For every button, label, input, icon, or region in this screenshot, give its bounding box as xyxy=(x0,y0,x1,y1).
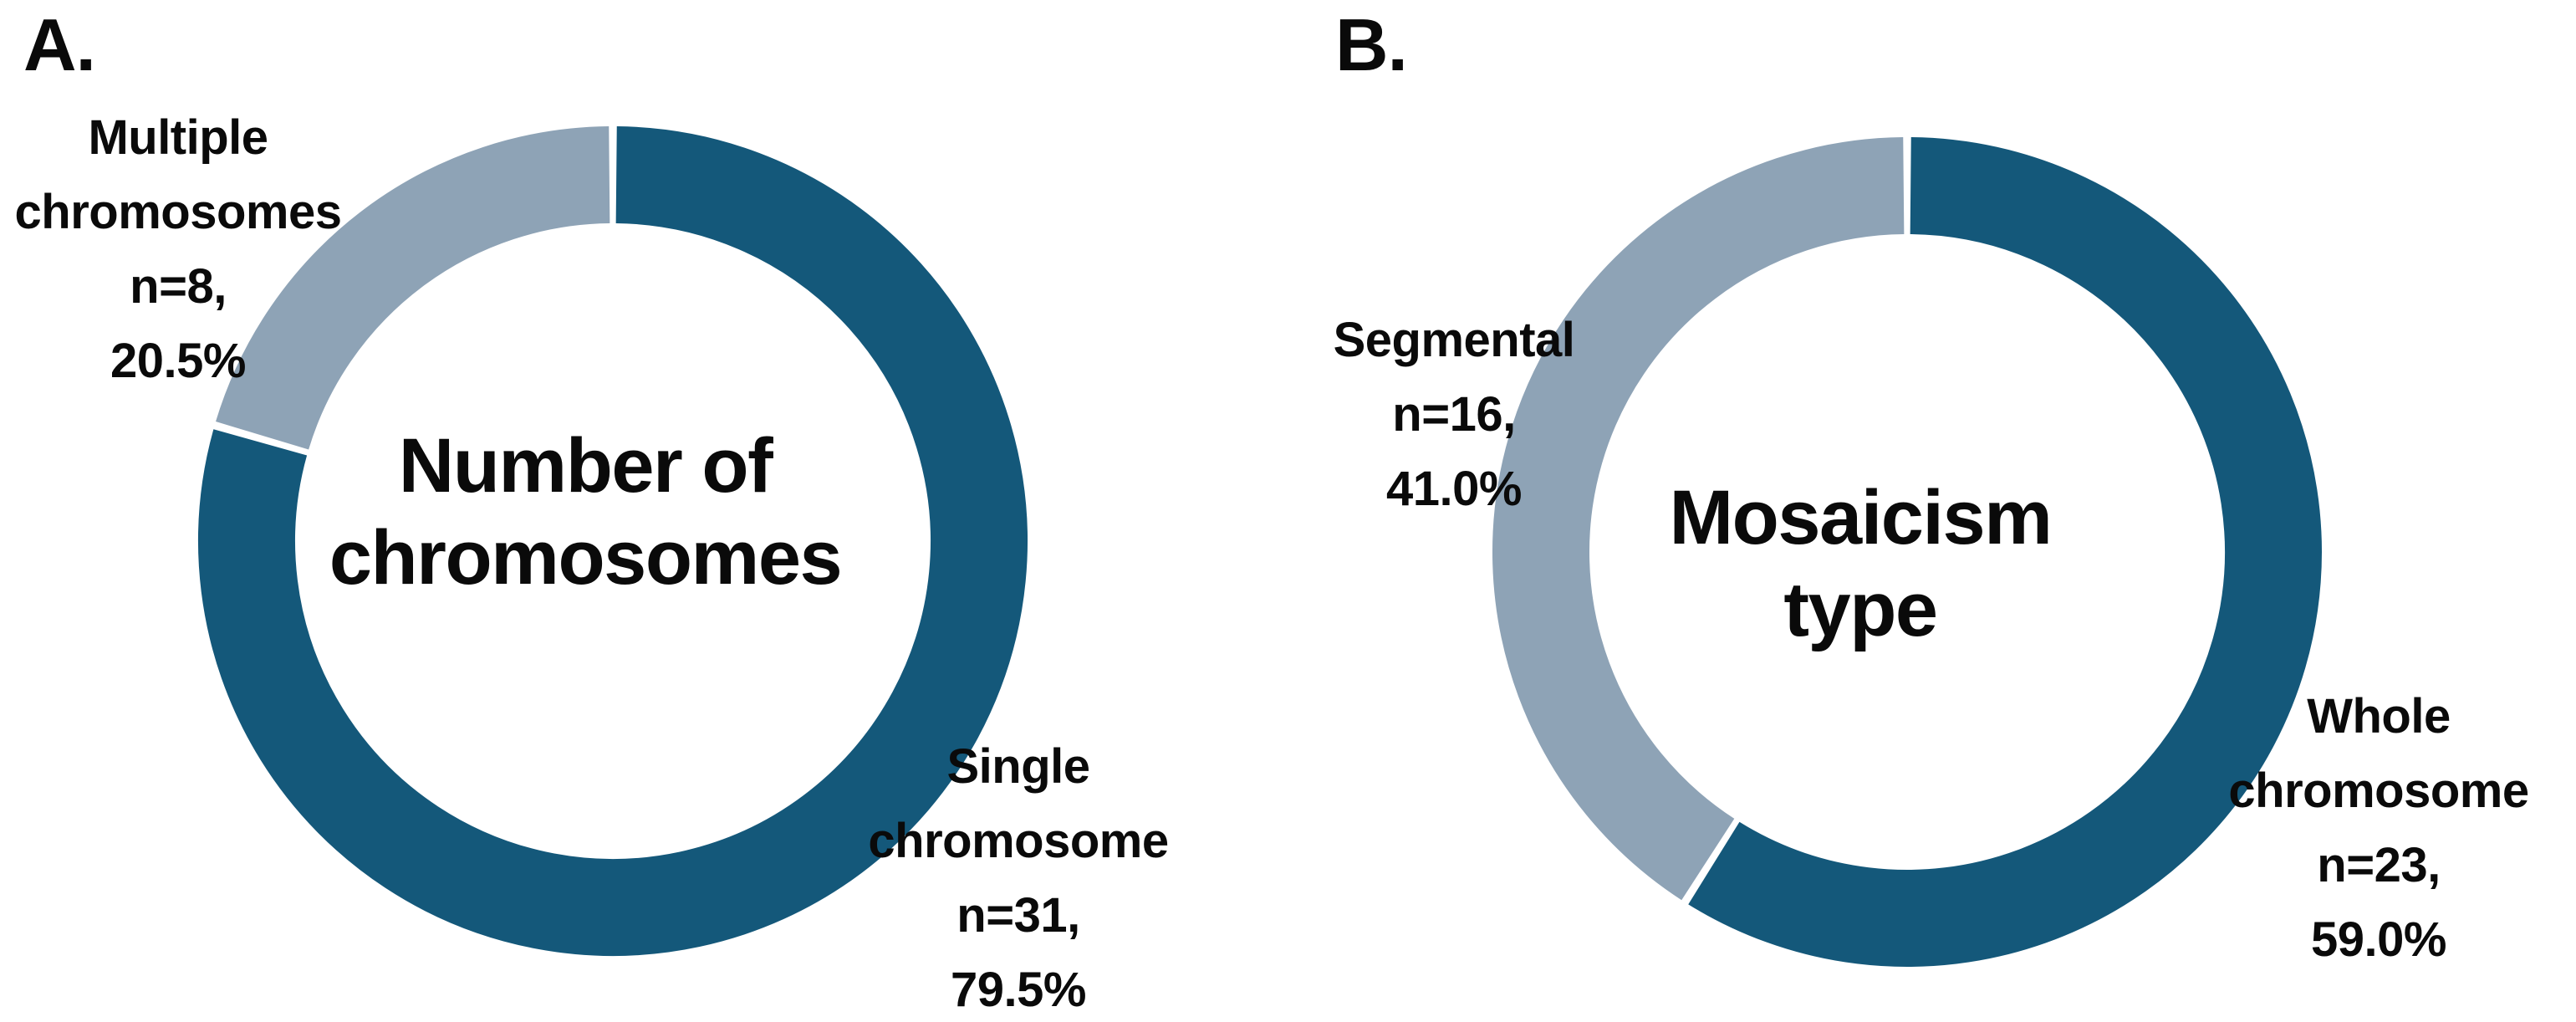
panel-letter-b: B. xyxy=(1335,3,1408,86)
slice-label-single-chromosome: Single chromosome n=31, 79.5% xyxy=(868,739,1169,1017)
slice-label-multiple-chromosomes: Multiple chromosomes n=8, 20.5% xyxy=(14,110,342,388)
slice-label-whole-chromosome: Whole chromosome n=23, 59.0% xyxy=(2228,689,2529,967)
slice-label-segmental: Segmental n=16, 41.0% xyxy=(1333,313,1575,516)
donut-center-title-number-of-chromosomes: Number of chromosomes xyxy=(329,423,843,600)
donut-slice-single-chromosome xyxy=(198,126,1028,956)
donut-slice-multiple-chromosomes xyxy=(216,126,610,451)
donut-chart-mosaicism-type xyxy=(1492,137,2322,967)
donut-center-title-mosaicism-type: Mosaicism type xyxy=(1669,475,2053,652)
donut-slice-whole-chromosome xyxy=(1688,137,2322,967)
donut-slice-segmental xyxy=(1492,137,1905,901)
panel-letter-a: A. xyxy=(23,3,96,86)
donut-chart-number-of-chromosomes xyxy=(198,126,1028,956)
